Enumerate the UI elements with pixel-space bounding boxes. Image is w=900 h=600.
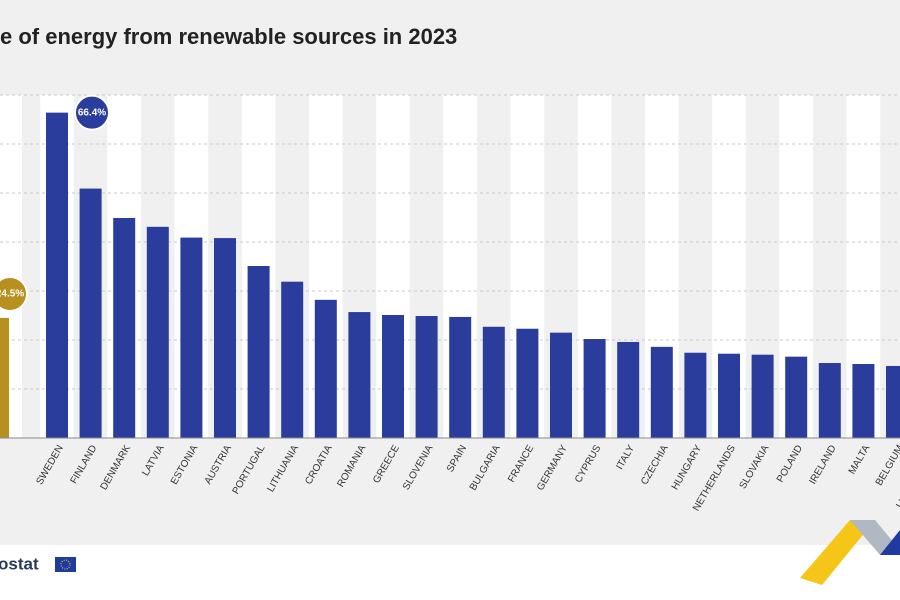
bar — [146, 226, 169, 438]
bar — [247, 266, 270, 438]
chart-title: e of energy from renewable sources in 20… — [0, 24, 457, 49]
bar — [852, 364, 875, 438]
bar — [818, 363, 841, 438]
bar — [718, 353, 740, 438]
bar — [550, 332, 572, 438]
bar — [214, 238, 236, 438]
bar — [785, 356, 808, 438]
bar — [46, 112, 68, 438]
value-label-bubble — [74, 94, 110, 131]
bar — [516, 328, 539, 438]
bar — [650, 346, 673, 438]
eu-stars — [60, 559, 71, 570]
bar — [113, 217, 136, 438]
decoration — [800, 520, 875, 585]
eu-flag — [55, 557, 76, 572]
bar — [751, 354, 774, 438]
bar — [886, 365, 900, 438]
bar — [348, 312, 371, 438]
value-label-bubble — [0, 275, 28, 312]
bar — [482, 326, 505, 438]
source-logo: ostat — [0, 554, 39, 573]
bar — [0, 317, 9, 438]
value-label: 24.5% — [0, 289, 24, 300]
bar — [382, 315, 404, 438]
bar — [314, 299, 337, 438]
bar — [281, 281, 304, 438]
bar — [180, 237, 203, 438]
decoration — [880, 530, 900, 555]
value-label: 66.4% — [78, 107, 106, 118]
bar — [684, 352, 707, 438]
bar — [583, 339, 606, 438]
bar — [617, 341, 640, 438]
footer — [0, 545, 900, 600]
bar — [449, 316, 472, 438]
bar — [79, 188, 102, 438]
bar — [415, 315, 438, 438]
